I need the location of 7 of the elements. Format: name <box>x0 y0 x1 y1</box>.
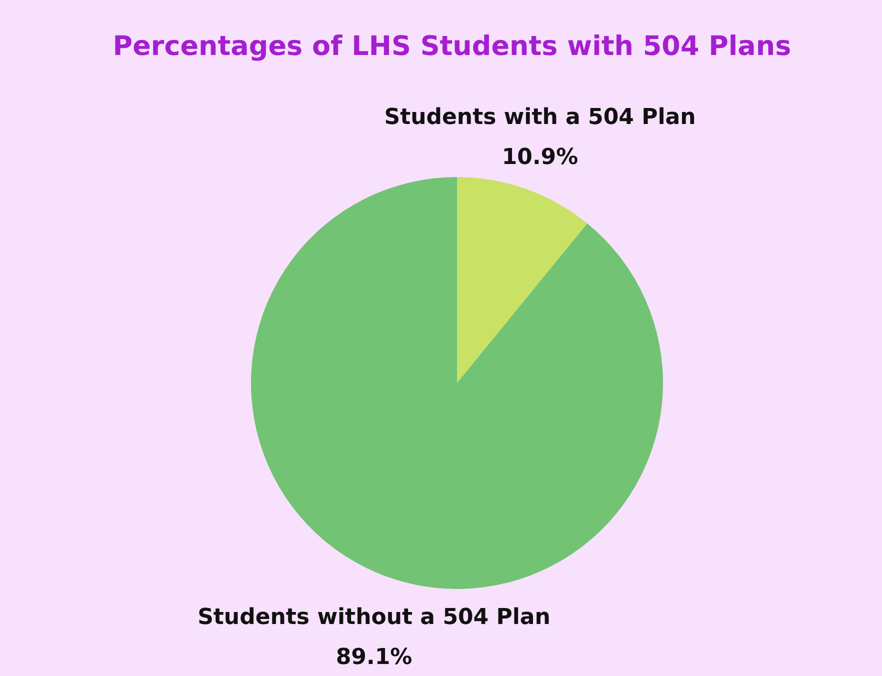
pie-slice <box>251 177 663 589</box>
pie-slice <box>457 177 588 383</box>
slice-label: Students without a 504 Plan <box>198 604 550 630</box>
chart-title: Percentages of LHS Students with 504 Plans <box>112 31 792 62</box>
data-label: 89.1% <box>336 644 412 670</box>
data-label: 10.9% <box>502 145 578 170</box>
slice-label: Students with a 504 Plan <box>384 105 696 130</box>
